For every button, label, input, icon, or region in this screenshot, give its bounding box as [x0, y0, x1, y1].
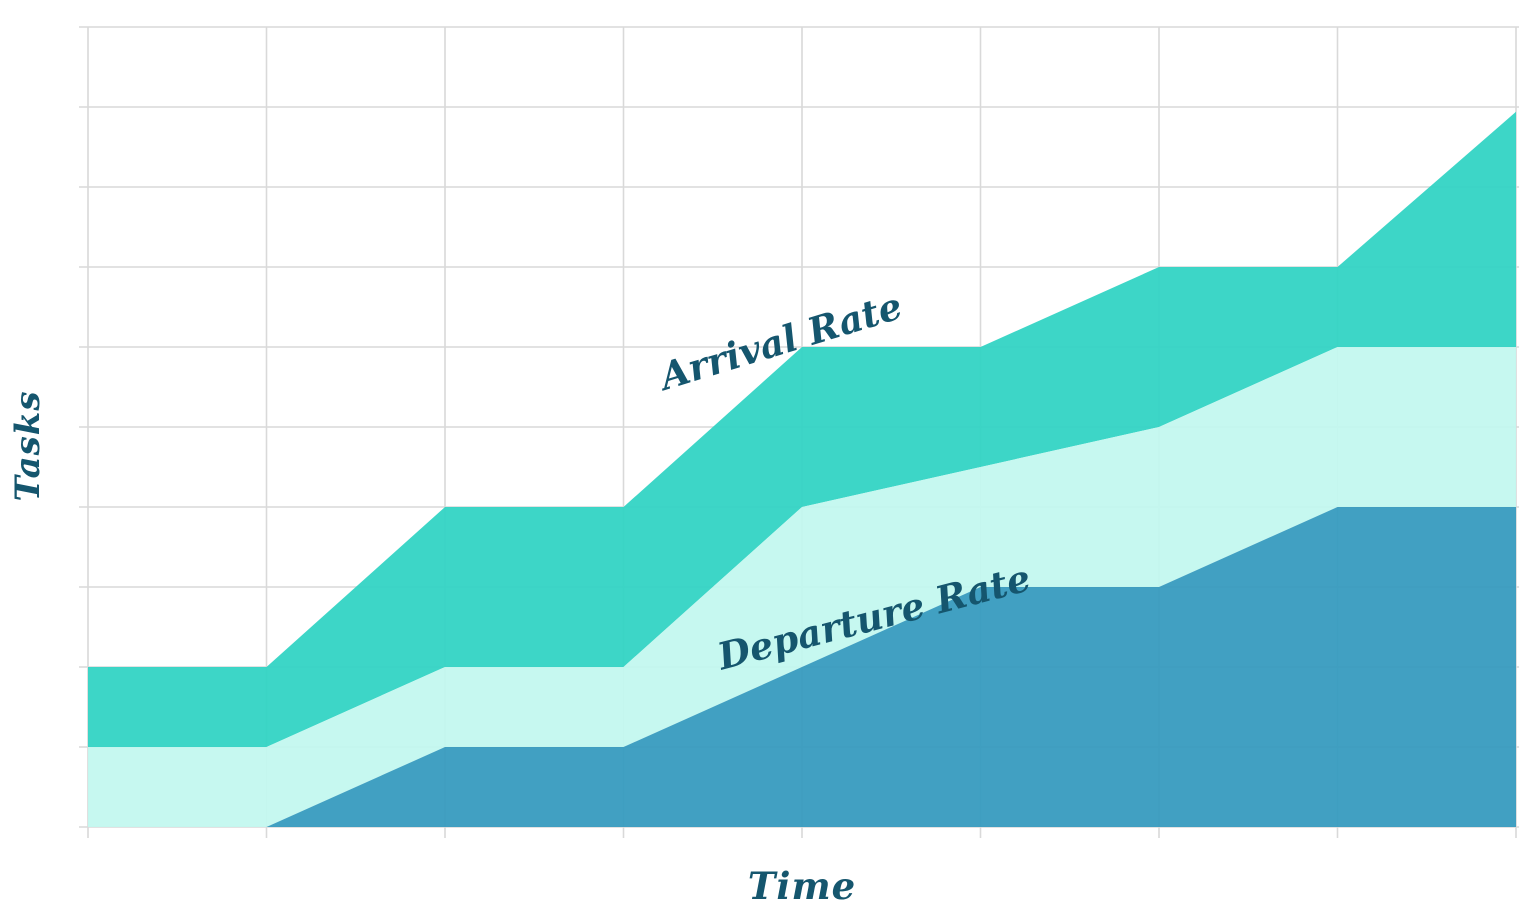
queued-band-area [88, 111, 1516, 748]
completed-band-area [88, 507, 1516, 827]
in-progress-band-area [88, 347, 1516, 827]
